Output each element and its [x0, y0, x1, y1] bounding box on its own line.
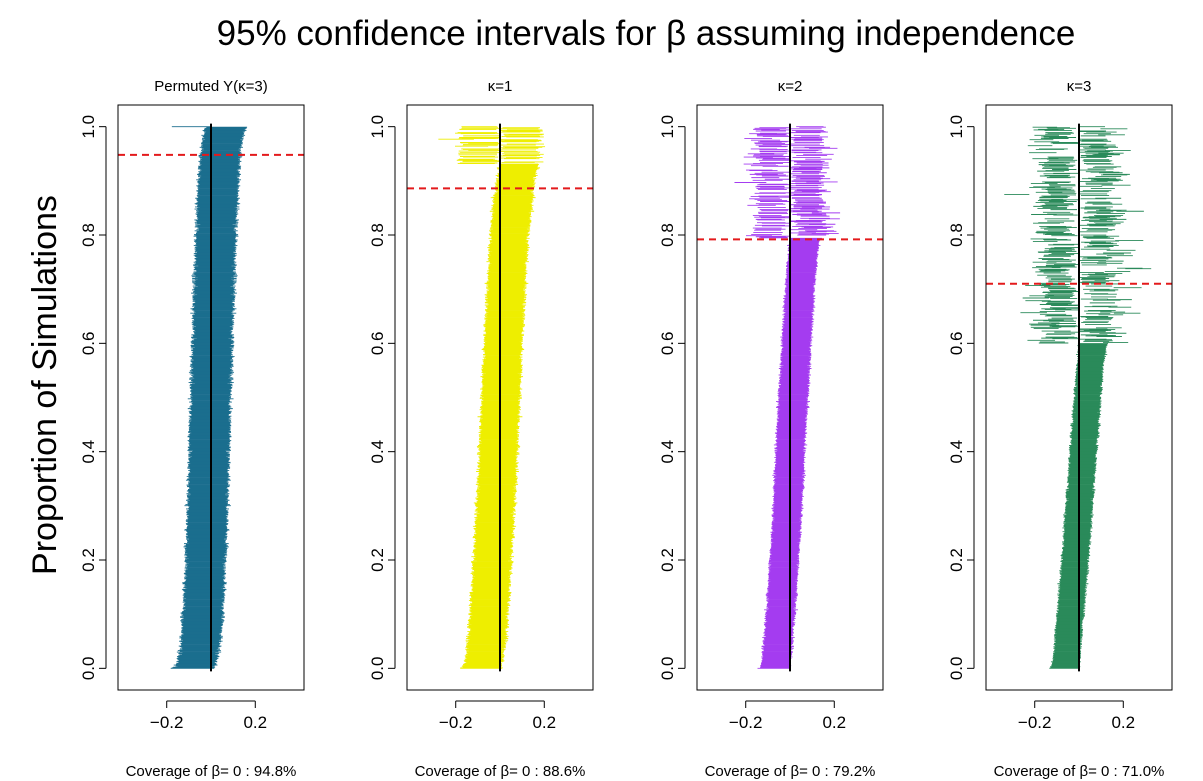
y-tick-label: 0.6	[79, 332, 98, 356]
y-tick-label: 1.0	[947, 115, 966, 139]
panel-title: κ=3	[1067, 78, 1092, 95]
x-tick-label: 0.2	[1111, 713, 1135, 732]
y-tick-label: 0.0	[658, 657, 677, 681]
y-tick-label: 1.0	[79, 115, 98, 139]
plot-frame	[696, 104, 884, 691]
interval-series	[170, 126, 248, 669]
y-tick-label: 0.2	[947, 548, 966, 572]
interval-series	[438, 126, 546, 669]
y-tick-label: 0.6	[368, 332, 387, 356]
panel-title: κ=1	[488, 78, 513, 95]
y-tick-label: 0.8	[947, 223, 966, 247]
y-tick-label: 0.2	[368, 548, 387, 572]
y-tick-label: 1.0	[368, 115, 387, 139]
y-tick-label: 0.2	[79, 548, 98, 572]
y-tick-label: 0.8	[79, 223, 98, 247]
panel-1: Permuted Y(κ=3) 0.0 0.2 0.4 0.6 0.8 1.0 −0.2 0.2…	[79, 78, 305, 780]
coverage-caption: Coverage of β= 0 : 79.2%	[705, 763, 876, 780]
plot-frame	[406, 104, 594, 691]
coverage-caption: Coverage of β= 0 : 94.8%	[126, 763, 297, 780]
x-tick-label: −0.2	[1018, 713, 1052, 732]
y-tick-label: 1.0	[658, 115, 677, 139]
y-tick-label: 0.6	[658, 332, 677, 356]
y-tick-label: 0.0	[79, 657, 98, 681]
panel-4: κ=3 0.0 0.2 0.4 0.6 0.8 1.0 −0.2 0.2 Coverage of …	[947, 78, 1173, 780]
y-tick-label: 0.0	[947, 657, 966, 681]
y-tick-label: 0.4	[79, 440, 98, 464]
y-tick-label: 0.0	[368, 657, 387, 681]
x-tick-label: 0.2	[532, 713, 556, 732]
x-tick-label: 0.2	[822, 713, 846, 732]
y-tick-label: 0.4	[947, 440, 966, 464]
plot-frame	[985, 104, 1173, 691]
coverage-caption: Coverage of β= 0 : 88.6%	[415, 763, 586, 780]
y-tick-label: 0.4	[658, 440, 677, 464]
y-tick-label: 0.2	[658, 548, 677, 572]
y-tick-label: 0.4	[368, 440, 387, 464]
x-tick-label: −0.2	[150, 713, 184, 732]
panels: Permuted Y(κ=3) 0.0 0.2 0.4 0.6 0.8 1.0 −0.2 0.2…	[79, 78, 1173, 780]
y-tick-label: 0.8	[368, 223, 387, 247]
plot-frame	[117, 104, 305, 691]
panel-3: κ=2 0.0 0.2 0.4 0.6 0.8 1.0 −0.2 0.2 Coverage of …	[658, 78, 884, 780]
x-tick-label: −0.2	[439, 713, 473, 732]
x-tick-label: 0.2	[243, 713, 267, 732]
panel-title: Permuted Y(κ=3)	[154, 78, 268, 95]
x-tick-label: −0.2	[729, 713, 763, 732]
panel-2: κ=1 0.0 0.2 0.4 0.6 0.8 1.0 −0.2 0.2 Coverage of …	[368, 78, 594, 780]
figure-title: 95% confidence intervals for β assuming …	[217, 14, 1076, 53]
interval-series	[734, 126, 841, 669]
y-tick-label: 0.6	[947, 332, 966, 356]
interval-series	[1004, 126, 1152, 669]
y-tick-label: 0.8	[658, 223, 677, 247]
panel-title: κ=2	[778, 78, 803, 95]
y-axis-label: Proportion of Simulations	[26, 195, 64, 575]
coverage-caption: Coverage of β= 0 : 71.0%	[994, 763, 1165, 780]
